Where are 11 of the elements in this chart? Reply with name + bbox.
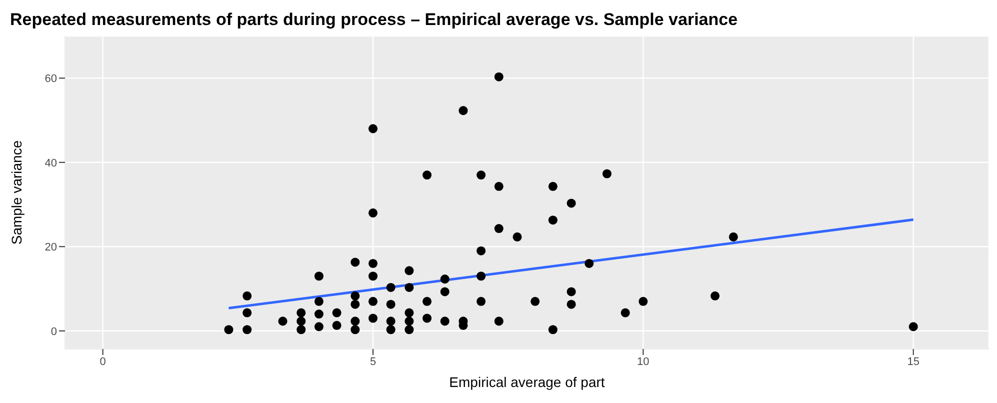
x-tick-label: 15 — [907, 356, 920, 368]
chart-title: Repeated measurements of parts during process – Empirical average vs. Sample variance — [9, 9, 739, 31]
x-tick-label: 10 — [637, 356, 650, 368]
y-tick-label: 0 — [50, 326, 57, 338]
y-tick-label: 20 — [44, 242, 57, 254]
y-axis-title: Sample variance — [8, 140, 24, 245]
x-tick-label: 5 — [370, 356, 376, 368]
x-axis-title: Empirical average of part — [449, 374, 605, 390]
x-tick-label: 0 — [100, 356, 106, 368]
y-tick-label: 40 — [44, 157, 57, 170]
y-tick-label: 60 — [44, 73, 57, 86]
